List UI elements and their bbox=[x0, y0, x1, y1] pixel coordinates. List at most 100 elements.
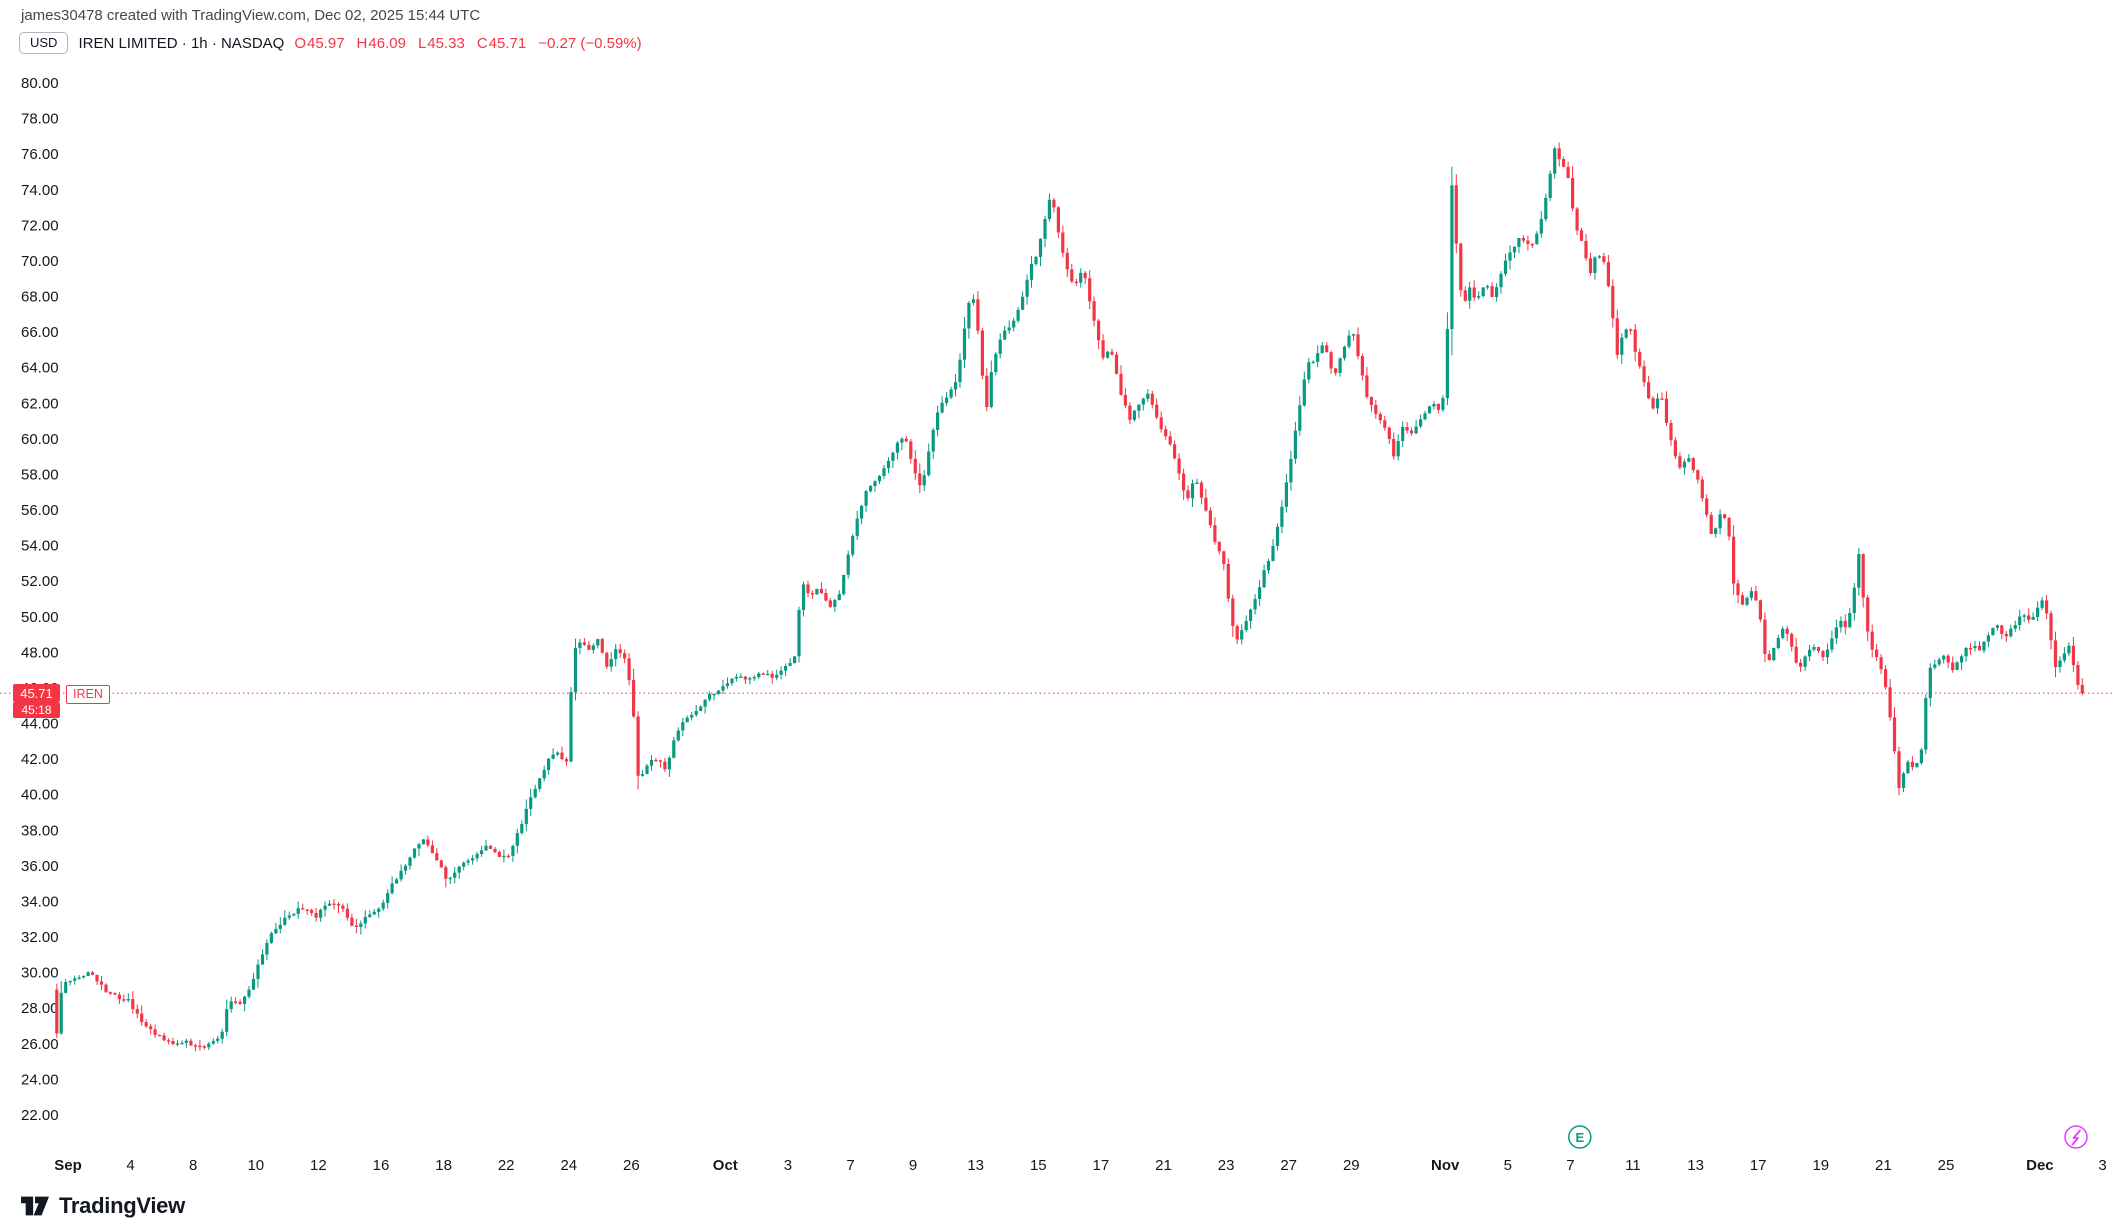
candle-body bbox=[953, 382, 958, 390]
candle-body bbox=[211, 1041, 215, 1044]
candle-body bbox=[1973, 645, 1977, 649]
candle-body bbox=[341, 905, 345, 909]
candle-body bbox=[614, 649, 618, 660]
candle-body bbox=[2080, 684, 2084, 694]
candle-body bbox=[381, 902, 385, 909]
earnings-marker[interactable]: E bbox=[1568, 1125, 1592, 1149]
candle-body bbox=[1199, 482, 1204, 498]
last-price-badge: 45.71 bbox=[13, 684, 60, 703]
streak-icon-circle bbox=[2064, 1125, 2088, 1149]
candle-body bbox=[623, 653, 627, 659]
candle-body bbox=[1597, 256, 1601, 258]
candle-body bbox=[793, 656, 797, 664]
candle-body bbox=[784, 666, 788, 671]
candle-body bbox=[1951, 662, 1955, 670]
candle-body bbox=[1749, 591, 1753, 598]
candle-body bbox=[1718, 514, 1722, 529]
tradingview-logo[interactable]: TradingView bbox=[19, 1192, 185, 1220]
candle-body bbox=[1316, 353, 1320, 362]
candle-body bbox=[1240, 630, 1244, 640]
time-axis-label: 18 bbox=[435, 1157, 452, 1174]
candle-body bbox=[480, 850, 484, 855]
candle-body bbox=[243, 996, 247, 1004]
price-axis-label: 64.00 bbox=[21, 360, 59, 377]
candle-body bbox=[1808, 649, 1812, 657]
candle-body bbox=[547, 758, 551, 770]
candle-body bbox=[216, 1038, 220, 1041]
time-axis[interactable]: Sep 4 8 10 12 16 18 22 24 26 Oct 3 7 9 13 15 17 21 23 27 29 N… bbox=[54, 1157, 2106, 1174]
time-axis-label: 21 bbox=[1155, 1157, 1172, 1174]
price-axis[interactable]: 80.00 78.00 76.00 74.00 72.00 70.00 68.00 66.00… bbox=[21, 75, 59, 1124]
candle-body bbox=[471, 858, 475, 861]
candle-body bbox=[1892, 717, 1897, 752]
candle-body bbox=[1584, 240, 1588, 259]
candle-body bbox=[421, 839, 425, 845]
candle-body bbox=[1772, 648, 1776, 661]
price-axis-label: 32.00 bbox=[21, 929, 59, 946]
candle-body bbox=[1186, 490, 1190, 499]
candle-body bbox=[493, 849, 497, 853]
candle-body bbox=[457, 866, 461, 873]
time-axis-label: 27 bbox=[1280, 1157, 1297, 1174]
candle-body bbox=[1647, 382, 1651, 399]
candle-body bbox=[104, 984, 108, 993]
candle-body bbox=[1544, 197, 1548, 220]
candle-body bbox=[837, 594, 841, 600]
candle-body bbox=[269, 933, 273, 943]
price-axis-label: 60.00 bbox=[21, 431, 59, 448]
streak-icon[interactable] bbox=[2064, 1125, 2088, 1149]
candle-body bbox=[1781, 628, 1785, 638]
candle-body bbox=[1709, 514, 1713, 534]
time-axis-label: 16 bbox=[373, 1157, 390, 1174]
candle-body bbox=[1660, 398, 1664, 400]
candle-body bbox=[1812, 647, 1816, 650]
candle-body bbox=[1897, 751, 1901, 788]
candle-body bbox=[1960, 656, 1964, 663]
candle-body bbox=[1307, 362, 1311, 380]
candle-body bbox=[538, 778, 542, 789]
candle-body bbox=[332, 903, 336, 905]
candle-body bbox=[2058, 660, 2062, 667]
candle-body bbox=[1244, 620, 1248, 631]
candle-body bbox=[64, 982, 68, 993]
candle-body bbox=[761, 673, 765, 675]
currency-button[interactable]: USD bbox=[19, 32, 69, 54]
candle-body bbox=[502, 855, 506, 858]
candle-body bbox=[582, 642, 586, 645]
candle-body bbox=[860, 505, 864, 519]
candle-body bbox=[1732, 536, 1736, 584]
price-axis-label: 22.00 bbox=[21, 1107, 59, 1124]
candles-layer[interactable] bbox=[55, 142, 2084, 1052]
candle-body bbox=[1593, 257, 1597, 273]
candle-body bbox=[1025, 279, 1029, 297]
candle-body bbox=[712, 693, 716, 696]
candle-body bbox=[310, 909, 314, 913]
candle-body bbox=[998, 339, 1002, 354]
candle-body bbox=[1825, 649, 1830, 658]
candle-body bbox=[108, 992, 112, 994]
candle-body bbox=[1213, 525, 1217, 542]
candle-body bbox=[1101, 340, 1105, 358]
candle-body bbox=[1293, 430, 1297, 459]
candle-body bbox=[1356, 334, 1360, 357]
candle-body bbox=[1173, 444, 1177, 459]
candle-body bbox=[1982, 641, 1986, 651]
candle-body bbox=[1794, 646, 1798, 663]
candle-body bbox=[1919, 749, 1923, 763]
candle-body bbox=[1857, 554, 1861, 588]
time-axis-label: 5 bbox=[1504, 1157, 1512, 1174]
candle-body bbox=[524, 808, 528, 824]
candle-body bbox=[551, 754, 555, 759]
candle-body bbox=[2004, 633, 2008, 637]
candle-body bbox=[372, 911, 376, 915]
candle-body bbox=[1642, 366, 1646, 383]
ohlc-low: L45.33 bbox=[417, 34, 465, 52]
candle-body bbox=[1146, 393, 1150, 399]
candle-body bbox=[779, 670, 783, 675]
candle-body bbox=[1427, 406, 1432, 414]
candle-body bbox=[980, 330, 984, 376]
time-axis-label: 24 bbox=[560, 1157, 577, 1174]
candle-body bbox=[1611, 286, 1615, 319]
candle-body bbox=[842, 574, 846, 595]
